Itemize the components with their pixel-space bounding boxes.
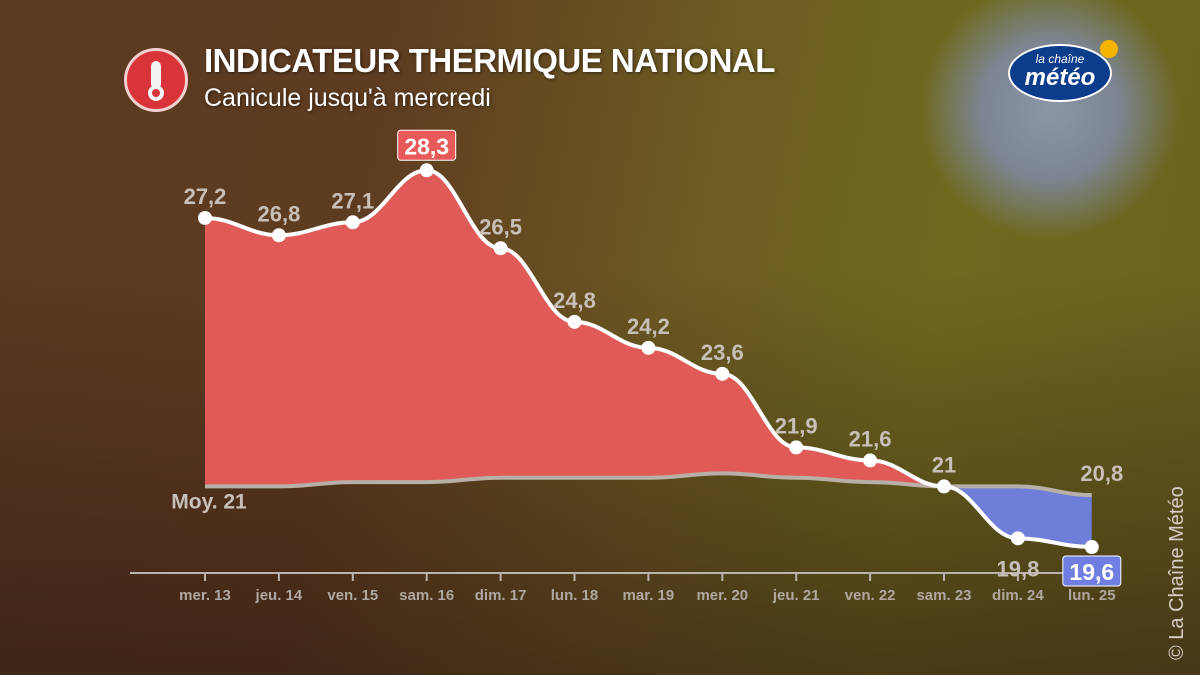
- data-point: [789, 440, 804, 455]
- data-label: 24,8: [553, 288, 596, 313]
- data-point: [863, 453, 878, 468]
- x-tick-label: dim. 17: [475, 587, 527, 604]
- x-tick-label: ven. 15: [327, 587, 378, 604]
- data-label: 21,6: [849, 426, 892, 451]
- data-point: [419, 163, 434, 178]
- min-badge: [1062, 555, 1122, 587]
- data-point: [715, 366, 730, 381]
- data-point: [567, 314, 582, 329]
- data-label: 28,3: [404, 133, 449, 159]
- data-label: 26,8: [257, 201, 300, 226]
- data-label: 21,9: [775, 413, 818, 438]
- data-label: 19,8: [996, 556, 1039, 581]
- data-point: [1010, 531, 1025, 546]
- normal-end-label: 20,8: [1080, 461, 1123, 486]
- area-above-normal: [205, 170, 1092, 496]
- thermometer-icon: [124, 48, 188, 112]
- data-label: 26,5: [479, 214, 522, 239]
- x-tick-label: sam. 23: [916, 587, 971, 604]
- data-label: 21: [932, 452, 956, 477]
- x-tick-label: jeu. 14: [255, 587, 303, 604]
- x-tick-label: ven. 22: [845, 587, 896, 604]
- data-label: 27,2: [184, 184, 227, 209]
- max-badge: [397, 129, 457, 161]
- x-tick-label: lun. 25: [1068, 587, 1116, 604]
- data-point: [641, 340, 656, 355]
- normal-start-label: Moy. 21: [171, 490, 247, 513]
- x-tick-label: lun. 18: [551, 587, 599, 604]
- x-tick-label: mar. 19: [623, 587, 675, 604]
- data-label: 19,6: [1069, 559, 1114, 585]
- data-point: [345, 215, 360, 230]
- data-point: [937, 479, 951, 494]
- x-tick-label: mer. 20: [696, 587, 748, 604]
- x-tick-label: jeu. 21: [772, 587, 820, 604]
- x-tick-label: mer. 13: [179, 587, 231, 604]
- data-label: 24,2: [627, 314, 670, 339]
- data-label: 27,1: [331, 188, 374, 213]
- data-point: [271, 228, 286, 243]
- data-point: [493, 241, 508, 256]
- data-point: [198, 210, 212, 225]
- data-label: 23,6: [701, 340, 744, 365]
- x-tick-label: sam. 16: [399, 587, 454, 604]
- chart-subtitle: Canicule jusqu'à mercredi: [204, 84, 491, 112]
- brand-logo: la chaîne météo: [1008, 40, 1118, 102]
- chart-title: INDICATEUR THERMIQUE NATIONAL: [204, 42, 775, 79]
- data-point: [1084, 540, 1099, 555]
- x-tick-label: dim. 24: [992, 587, 1044, 604]
- sun-icon: [1100, 40, 1118, 58]
